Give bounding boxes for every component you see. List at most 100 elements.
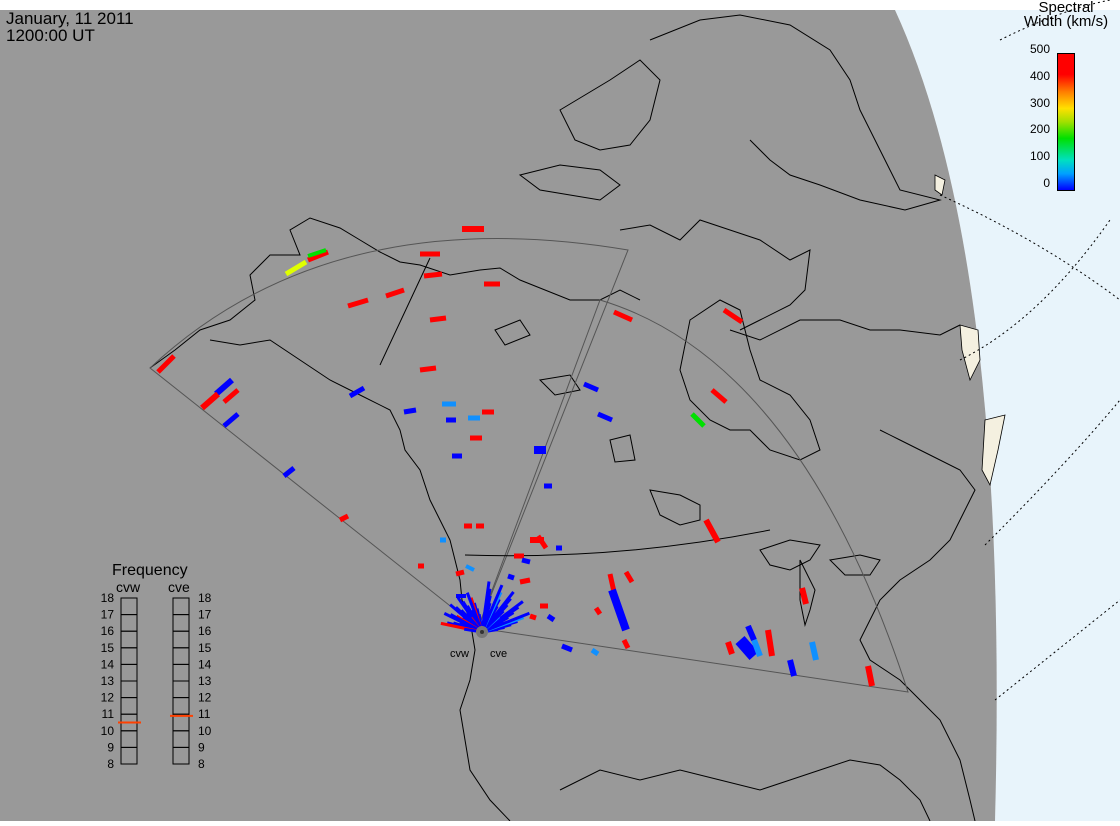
frequency-cell <box>120 746 138 765</box>
frequency-level-label: 16 <box>198 624 212 638</box>
frequency-level-label: 14 <box>198 657 212 671</box>
frequency-level-label: 12 <box>198 691 212 705</box>
fov-cvw <box>149 238 629 629</box>
echo-cell <box>608 588 630 632</box>
radar-site-dot <box>480 630 484 634</box>
echo-cell <box>465 564 475 572</box>
frequency-title: Frequency <box>112 562 188 579</box>
echo-cell <box>521 557 531 565</box>
land-patch-newfoundland <box>981 414 1006 487</box>
date-label: January, 11 2011 <box>6 9 134 28</box>
echo-cell <box>307 248 327 258</box>
echo-cell <box>703 518 721 544</box>
colorbar-tick-label: 500 <box>1029 42 1050 56</box>
frequency-label-cvw: cvw <box>116 579 141 595</box>
echo-cell <box>710 388 728 404</box>
echo-cell <box>385 287 405 299</box>
radar-label-cvw: cvw <box>450 648 469 660</box>
frequency-level-label: 10 <box>198 724 212 738</box>
echo-cell <box>597 411 613 423</box>
echo-cell <box>419 365 437 373</box>
echo-cell <box>529 613 537 621</box>
frequency-panel: Frequency cvw cve 18 17 16 15 14 13 12 11 10 9 8 18… <box>101 562 212 771</box>
echo-cell <box>722 307 744 325</box>
frequency-level-label: 12 <box>101 691 115 705</box>
coastlines <box>149 14 976 822</box>
land-patch <box>934 174 946 196</box>
echo-cell <box>284 259 308 277</box>
frequency-level-label: 16 <box>101 624 115 638</box>
frequency-level-label: 13 <box>198 674 212 688</box>
radar-label-cve: cve <box>490 648 507 660</box>
echo-cell <box>347 297 369 309</box>
echo-cell <box>214 377 234 397</box>
frequency-level-label: 10 <box>101 724 115 738</box>
echo-cell <box>403 407 417 415</box>
frequency-level-label: 11 <box>198 707 211 721</box>
frequency-level-label: 9 <box>107 740 114 754</box>
colorbar-title-line1: Spectral <box>1038 0 1094 16</box>
radar-fov <box>149 238 909 693</box>
frequency-cell <box>172 746 190 765</box>
colorbar <box>1057 53 1075 191</box>
echo-cell <box>348 385 366 399</box>
colorbar-tick-label: 100 <box>1029 149 1050 164</box>
frequency-level-label: 14 <box>101 657 115 671</box>
echo-cell <box>621 638 631 650</box>
echo-cell <box>809 641 819 661</box>
globe-disk <box>0 10 997 821</box>
echo-cell <box>561 643 573 653</box>
echo-cell <box>583 381 599 393</box>
echo-cell <box>307 249 329 263</box>
time-label: 1200:00 UT <box>6 26 95 45</box>
frequency-level-label: 11 <box>102 707 115 721</box>
frequency-label-cve: cve <box>168 579 190 595</box>
echo-cell <box>338 513 350 523</box>
frequency-scale: 18 17 16 15 14 13 12 11 10 9 8 18 17 16 15 14 13 12 11 10 9 8 <box>101 591 212 771</box>
echo-cell <box>429 315 447 323</box>
echo-layer <box>156 226 875 687</box>
frequency-level-label: 9 <box>198 740 205 754</box>
echo-cell <box>799 587 809 605</box>
echo-cell <box>282 466 296 478</box>
colorbar-title-line2: Width (km/s) <box>1023 13 1109 30</box>
echo-cell <box>222 412 240 428</box>
echo-cell <box>156 354 176 374</box>
echo-cell <box>690 412 706 428</box>
echo-cell <box>623 570 635 584</box>
echo-cell <box>546 613 556 623</box>
echo-cell <box>725 641 735 655</box>
echo-cell <box>593 606 603 616</box>
frequency-level-label: 17 <box>198 608 212 622</box>
echo-cell <box>507 573 515 581</box>
echo-cell <box>423 271 443 279</box>
echo-cell <box>590 647 600 657</box>
frequency-level-label: 18 <box>198 591 212 605</box>
fov-cve <box>477 299 909 693</box>
echo-cell <box>735 636 759 660</box>
echo-cell <box>612 309 634 323</box>
echo-cell <box>751 638 763 658</box>
colorbar-tick-label: 200 <box>1029 122 1050 137</box>
latitude-circles <box>939 0 1120 701</box>
ocean-outside-globe <box>895 10 1120 821</box>
echo-cell <box>535 534 549 550</box>
echo-cell <box>765 629 775 657</box>
echo-cell <box>200 391 220 411</box>
land-patch <box>959 324 981 382</box>
echo-cell <box>455 569 465 577</box>
frequency-level-label: 18 <box>101 591 115 605</box>
echo-cell <box>865 665 875 687</box>
echo-cell <box>519 577 531 585</box>
frequency-level-label: 15 <box>101 641 115 655</box>
frequency-level-label: 17 <box>101 608 115 622</box>
colorbar-tick-label: 300 <box>1029 95 1050 110</box>
echo-cell <box>607 573 617 593</box>
frequency-level-label: 8 <box>198 757 205 771</box>
colorbar-tick-label: 400 <box>1029 68 1050 83</box>
echo-cell <box>481 581 491 627</box>
echo-cell <box>463 627 477 633</box>
frequency-level-label: 8 <box>107 757 114 771</box>
